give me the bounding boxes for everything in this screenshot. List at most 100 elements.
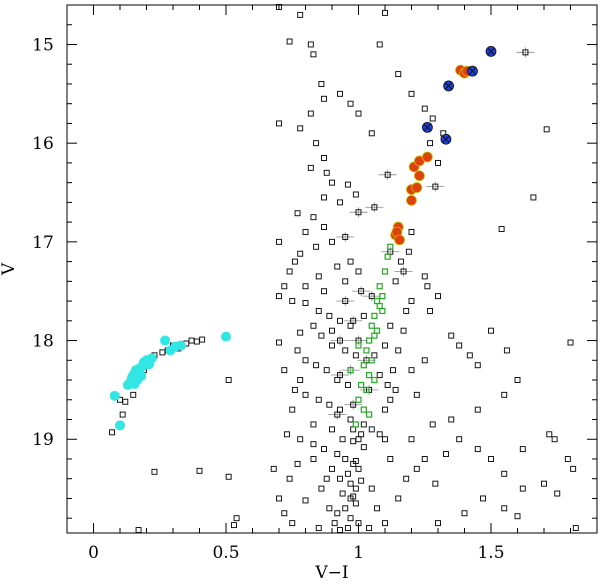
field-star-point [321, 288, 327, 295]
field-star-point [427, 307, 433, 314]
blue-star-cross [423, 123, 432, 132]
field-star-point [435, 159, 441, 166]
field-star-point [554, 490, 561, 497]
field-star-point [368, 485, 375, 492]
field-star-point [366, 525, 373, 532]
field-star-point [474, 406, 481, 413]
star-with-error-point [342, 298, 349, 305]
field-star-point [337, 90, 343, 97]
field-star-point [572, 525, 579, 532]
field-star-point [337, 199, 343, 206]
field-star-point [342, 278, 349, 285]
field-star-point [382, 520, 388, 527]
field-star-point [352, 500, 359, 507]
green-star-point [355, 396, 362, 403]
field-star-point [413, 465, 420, 472]
field-star-point [331, 520, 338, 527]
field-star-point [384, 382, 391, 388]
green-star-point [352, 421, 359, 428]
field-star-point [530, 194, 537, 201]
field-star-point [289, 406, 296, 413]
field-star-point [199, 336, 206, 343]
field-star-point [427, 140, 433, 147]
y-tick-label: 18 [32, 332, 54, 352]
field-star-point [315, 396, 322, 403]
field-star-point [421, 357, 428, 364]
field-star-point [503, 347, 510, 354]
field-star-point [408, 367, 415, 374]
field-star-point [429, 421, 436, 428]
green-star-point [366, 371, 373, 379]
field-star-point [387, 396, 394, 403]
cyan-star-point [221, 331, 231, 342]
field-star-point [564, 456, 571, 462]
field-star-point [281, 510, 288, 517]
field-star-point [519, 485, 526, 492]
field-star-point [276, 238, 282, 245]
field-star-point [270, 465, 277, 472]
field-star-point [435, 520, 441, 527]
field-star-point [408, 436, 415, 443]
field-star-point [297, 11, 304, 18]
blue-star-cross [468, 67, 477, 75]
field-star-point [310, 322, 317, 329]
field-star-point [514, 377, 521, 383]
field-star-point [570, 465, 577, 472]
field-star-point [376, 431, 383, 438]
star-with-error-point [334, 411, 341, 418]
field-star-point [276, 120, 282, 127]
field-star-point [382, 9, 388, 16]
field-star-point [281, 367, 288, 374]
field-star-point [352, 352, 359, 359]
cyan-star-point [109, 390, 120, 401]
star-with-error-point [371, 204, 378, 211]
field-star-point [326, 312, 333, 319]
field-star-point [230, 522, 237, 529]
field-star-point [376, 41, 383, 48]
field-star-point [347, 416, 354, 423]
green-star-point [381, 268, 389, 275]
green-star-point [358, 381, 365, 389]
blue-star-cross [444, 82, 453, 90]
field-star-point [456, 436, 463, 443]
green-star-point [371, 332, 378, 339]
green-star-point [355, 342, 362, 349]
field-star-point [313, 243, 320, 250]
field-star-point [329, 465, 335, 472]
field-star-point [326, 505, 333, 512]
star-with-error-point [432, 183, 439, 190]
tick-labels-layer: 0 0.5 1 1.5 15 16 17 18 19 [32, 35, 504, 563]
field-star-point [488, 327, 494, 334]
field-star-point [334, 451, 341, 457]
field-star-point [342, 456, 349, 462]
field-star-point [334, 510, 341, 517]
cyan-star-point [136, 371, 147, 382]
field-star-point [421, 273, 428, 280]
field-star-point [519, 446, 526, 453]
star-with-error-point [337, 372, 343, 379]
field-star-point [480, 495, 486, 502]
field-star-point [307, 164, 314, 171]
field-star-point [329, 238, 335, 245]
field-star-point [196, 467, 203, 474]
field-star-point [297, 436, 304, 443]
green-star-point [368, 357, 375, 364]
field-star-point [291, 386, 298, 393]
x-tick-label: 0 [88, 543, 99, 563]
field-star-point [313, 140, 320, 147]
x-tick-label: 1 [353, 543, 364, 563]
field-star-point [392, 386, 399, 393]
blue-star-cross [442, 135, 450, 143]
field-star-point [567, 339, 574, 346]
green-star-point [368, 322, 375, 329]
field-star-point [334, 263, 341, 270]
field-star-point [488, 456, 494, 462]
field-star-point [294, 460, 301, 467]
field-star-point [368, 130, 375, 137]
star-with-error-point [350, 401, 357, 408]
star-with-error-point [368, 293, 375, 300]
field-star-point [421, 105, 428, 112]
field-star-point [429, 115, 436, 122]
field-star-point [289, 298, 296, 305]
field-star-point [368, 426, 375, 433]
